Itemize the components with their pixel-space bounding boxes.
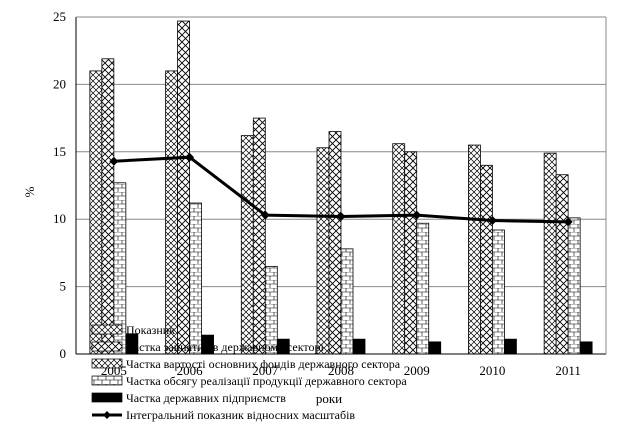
line-point [336, 212, 346, 222]
y-tick-label: 10 [53, 211, 66, 226]
line-series [109, 152, 573, 227]
bar [101, 58, 115, 355]
x-tick-label: 2008 [328, 363, 354, 378]
bar [328, 131, 342, 355]
y-tick-label: 15 [53, 144, 66, 159]
bar [392, 143, 406, 355]
x-tick-label: 2006 [177, 363, 204, 378]
line-point [563, 217, 573, 227]
legend-label: Показник [126, 323, 175, 337]
bar [340, 248, 354, 355]
bar [165, 70, 178, 355]
bar [468, 144, 481, 355]
bar [504, 338, 517, 355]
bar [177, 20, 190, 355]
bar [252, 117, 266, 355]
x-tick-label: 2007 [252, 363, 279, 378]
x-tick-label: 2010 [479, 363, 505, 378]
y-tick-label: 5 [60, 279, 67, 294]
legend-label: Інтегральний показник відносних масштабі… [126, 408, 355, 422]
legend-swatch [91, 341, 123, 352]
y-tick-label: 0 [60, 346, 67, 361]
bar [240, 135, 254, 355]
bar [579, 341, 593, 355]
legend-swatch [91, 392, 123, 403]
bar [316, 147, 330, 355]
bar [567, 217, 581, 355]
bar [404, 151, 418, 355]
line-point [487, 216, 497, 226]
bar [555, 174, 569, 355]
legend-label: Частка зайнятих в державному секторі [126, 340, 324, 354]
legend-swatch-marker [103, 411, 111, 419]
y-axis-title: % [22, 186, 37, 197]
line-point [109, 156, 119, 166]
bar [492, 229, 505, 355]
bar [89, 70, 103, 355]
bar [352, 338, 366, 355]
legend-label: Частка вартості основних фондів державно… [126, 357, 401, 371]
line-point [185, 152, 195, 162]
bar [189, 202, 202, 355]
legend-swatch [91, 358, 123, 369]
line-point [412, 210, 422, 220]
bars [89, 20, 593, 355]
legend: Показник Частка зайнятих в державному сек… [91, 323, 407, 422]
legend-label: Частка державних підприємств [126, 391, 286, 405]
legend-label: Частка обсягу реалізації продукції держа… [126, 374, 407, 388]
y-tick-label: 20 [53, 76, 66, 91]
bar [428, 341, 442, 355]
x-axis-title: роки [316, 391, 342, 406]
bar [480, 164, 493, 355]
x-tick-label: 2009 [404, 363, 430, 378]
legend-swatch [91, 375, 123, 386]
bar [416, 222, 430, 355]
bar [543, 152, 557, 355]
x-tick-label: 2011 [555, 363, 581, 378]
legend-swatch [91, 324, 123, 335]
y-tick-label: 25 [53, 9, 66, 24]
line-point [260, 210, 270, 220]
